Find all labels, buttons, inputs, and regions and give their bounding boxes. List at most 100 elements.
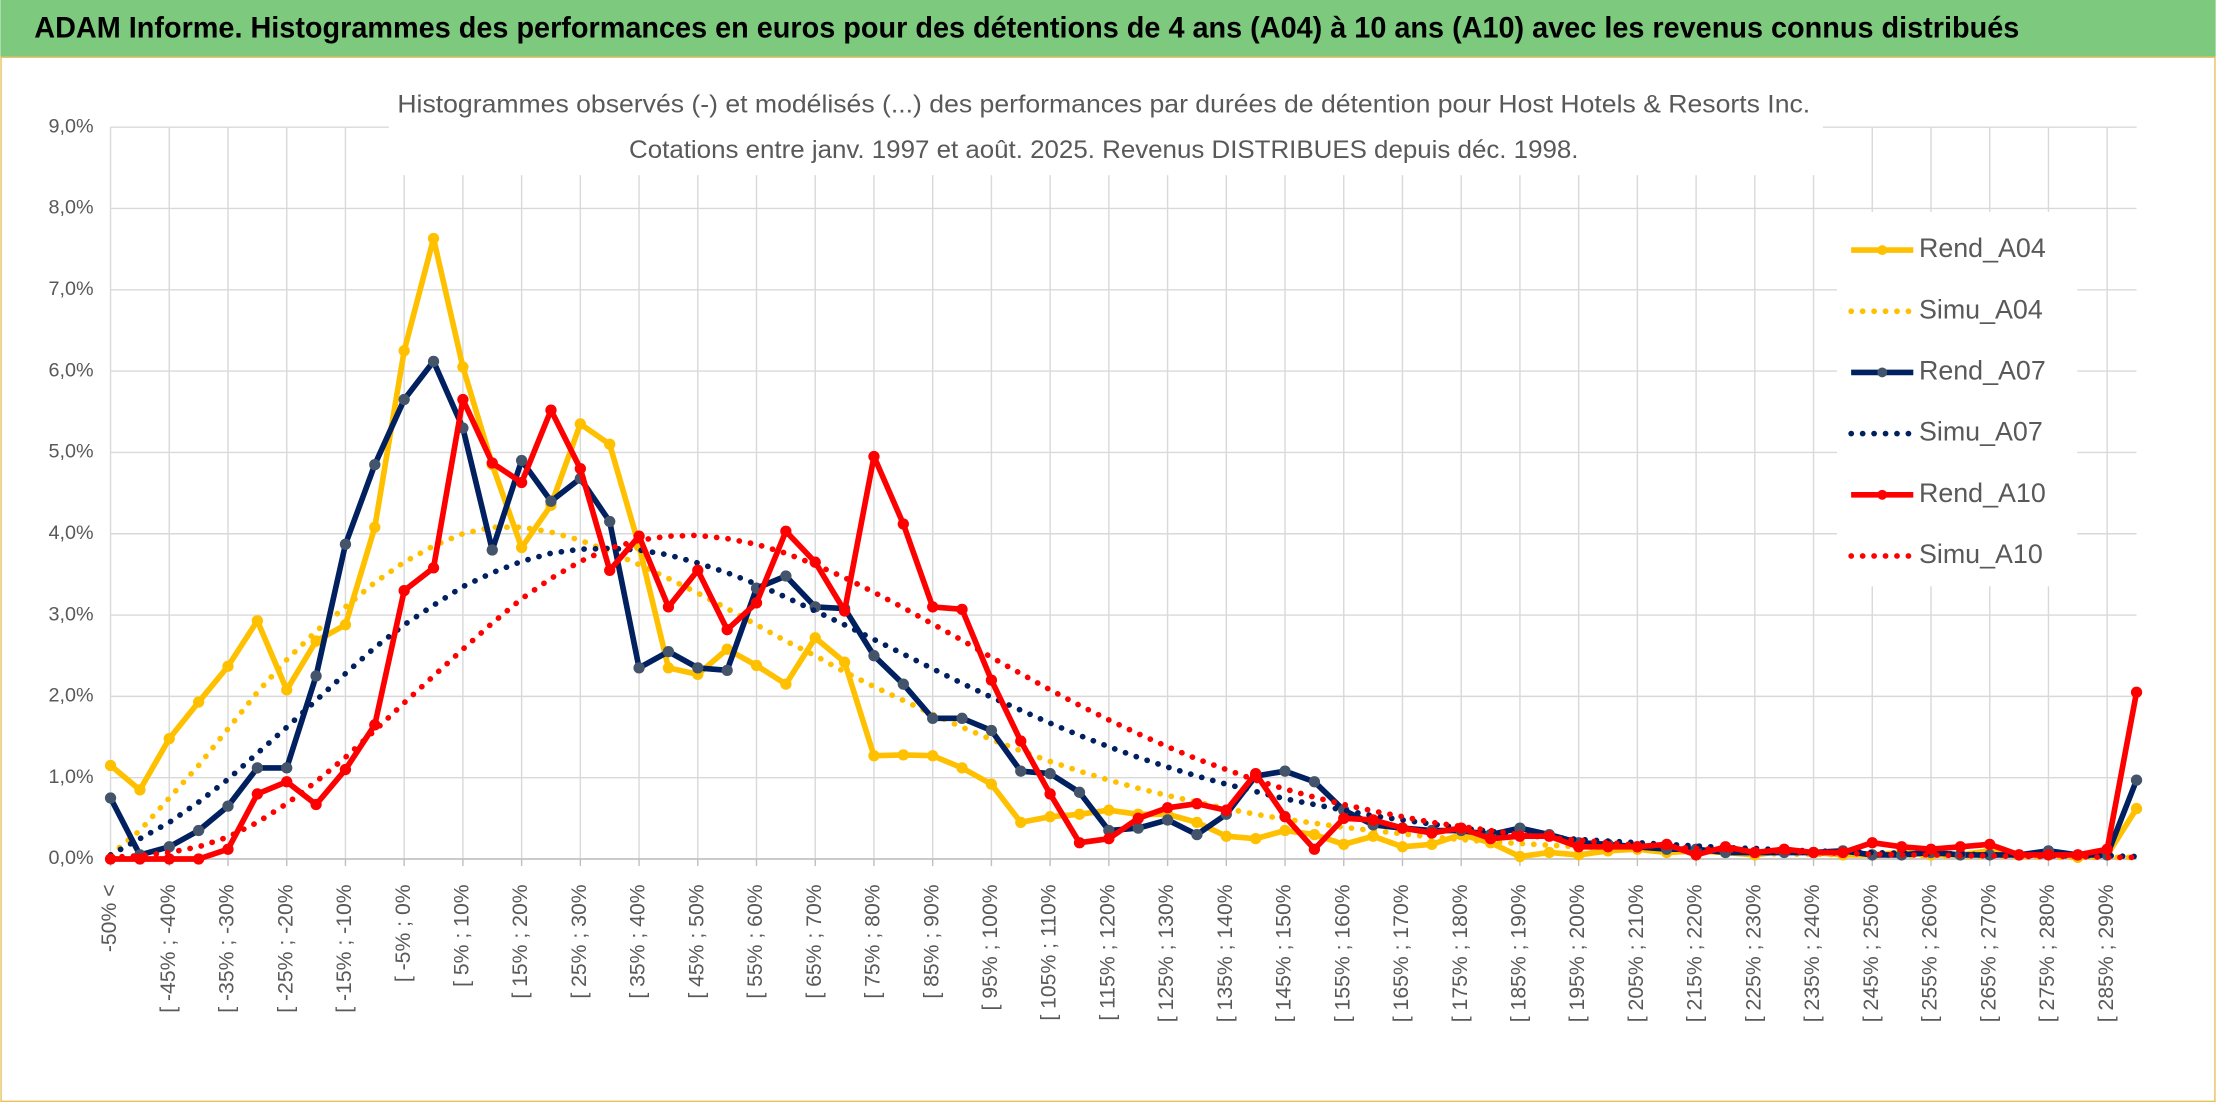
- data-point: [427, 232, 440, 245]
- data-point: [251, 615, 264, 627]
- data-point: [222, 800, 234, 812]
- data-point: [1866, 837, 1878, 849]
- data-point: [281, 684, 293, 696]
- data-point: [604, 438, 616, 450]
- x-tick-label: [ 25% ; 30%: [568, 884, 591, 998]
- data-point: [868, 650, 880, 662]
- x-tick-label: [ -35% ; -30%: [216, 884, 239, 1013]
- x-tick-label: [ 275% ; 280%: [2036, 884, 2059, 1022]
- y-tick-label: 7,0%: [49, 278, 94, 300]
- data-point: [1279, 765, 1291, 777]
- data-point: [1132, 822, 1144, 834]
- data-point: [1161, 802, 1174, 814]
- data-point: [1279, 811, 1291, 823]
- data-point: [662, 645, 675, 658]
- x-tick-label: [ 185% ; 190%: [1508, 884, 1531, 1022]
- data-point: [1279, 824, 1291, 837]
- data-point: [1191, 816, 1203, 829]
- legend-label: Simu_A07: [1919, 417, 2043, 447]
- data-point: [486, 457, 498, 469]
- data-point: [1073, 786, 1086, 798]
- data-point: [1895, 841, 1908, 853]
- data-point: [222, 843, 234, 855]
- legend-marker: [1877, 367, 1888, 378]
- y-tick-label: 9,0%: [49, 115, 94, 137]
- data-point: [1573, 841, 1585, 853]
- data-point: [192, 696, 205, 708]
- x-tick-label: [ 5% ; 10%: [450, 884, 473, 987]
- data-point: [1250, 767, 1262, 780]
- data-point: [1015, 735, 1027, 747]
- data-point: [192, 853, 205, 865]
- x-tick-label: [ 105% ; 110%: [1038, 884, 1061, 1020]
- legend-marker: [1877, 489, 1888, 500]
- data-point: [985, 724, 998, 737]
- data-point: [1426, 827, 1438, 839]
- data-point: [222, 660, 234, 672]
- data-point: [545, 495, 557, 507]
- data-point: [721, 664, 733, 676]
- chart-subtitle: Cotations entre janv. 1997 et août. 2025…: [629, 136, 1578, 164]
- data-point: [1073, 837, 1086, 849]
- data-point: [369, 458, 381, 471]
- data-point: [104, 792, 117, 804]
- x-tick-label: [ 165% ; 170%: [1390, 884, 1413, 1022]
- data-point: [2130, 802, 2143, 815]
- x-tick-label: [ -15% ; -10%: [333, 884, 356, 1013]
- data-point: [1132, 812, 1144, 824]
- series-line: [107, 532, 2140, 861]
- y-tick-label: 0,0%: [49, 847, 94, 869]
- data-point: [662, 601, 675, 613]
- y-tick-label: 5,0%: [49, 441, 94, 463]
- data-point: [574, 418, 586, 430]
- y-tick-label: 4,0%: [49, 522, 94, 544]
- data-point: [104, 759, 117, 772]
- grid: 0,0% 1,0% 2,0% 3,0% 4,0% 5,0% 6,0% 7,0% 8,0% 9,0%…: [49, 115, 2137, 1022]
- data-point: [1484, 833, 1497, 845]
- data-point: [457, 361, 469, 373]
- legend: Rend_A04 Simu_A04 Rend_A07 Simu_A07 Rend_A10…: [1837, 211, 2078, 587]
- x-tick-label: [ 255% ; 260%: [1919, 884, 1942, 1022]
- data-point: [1308, 828, 1321, 841]
- data-point: [574, 463, 586, 475]
- legend-label: Rend_A07: [1919, 356, 2046, 386]
- data-point: [281, 762, 293, 774]
- data-point: [927, 712, 939, 724]
- data-point: [2130, 686, 2143, 698]
- data-point: [927, 750, 939, 762]
- data-point: [927, 601, 939, 613]
- data-point: [897, 678, 909, 690]
- legend-label: Simu_A04: [1919, 294, 2043, 324]
- data-point: [192, 824, 205, 837]
- data-point: [339, 538, 352, 550]
- x-tick-label: [ 285% ; 290%: [2095, 884, 2118, 1022]
- x-tick-label: [ 265% ; 270%: [1977, 884, 2000, 1022]
- data-point: [486, 544, 498, 556]
- data-point: [1015, 765, 1027, 777]
- data-point: [398, 585, 410, 597]
- data-point: [838, 656, 851, 668]
- data-point: [897, 518, 909, 530]
- y-tick-label: 6,0%: [49, 359, 94, 381]
- data-point: [1073, 808, 1086, 820]
- data-point: [985, 778, 998, 790]
- data-point: [780, 678, 792, 690]
- data-point: [633, 662, 645, 674]
- title-backdrop: [388, 87, 1823, 176]
- data-point: [985, 674, 998, 686]
- data-point: [1191, 798, 1203, 810]
- data-point: [1543, 846, 1555, 859]
- x-tick-label: [ 75% ; 80%: [862, 884, 885, 998]
- data-point: [1220, 804, 1232, 816]
- data-point: [163, 853, 175, 865]
- x-tick-label: [ 125% ; 130%: [1155, 884, 1178, 1022]
- data-point: [1103, 833, 1115, 845]
- data-point: [134, 784, 146, 796]
- data-point: [1161, 814, 1174, 826]
- data-point: [956, 603, 968, 616]
- x-tick-label: [ 205% ; 210%: [1625, 884, 1648, 1022]
- data-point: [1396, 841, 1409, 853]
- data-point: [251, 788, 264, 800]
